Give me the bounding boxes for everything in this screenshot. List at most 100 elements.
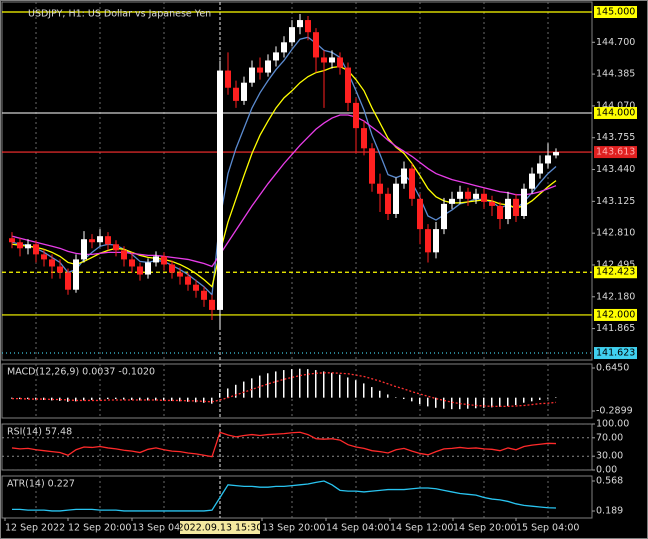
macd-bar: [403, 397, 405, 400]
candle-body: [25, 244, 31, 249]
macd-bar: [267, 373, 269, 398]
macd-bar: [91, 397, 93, 400]
candle-body: [49, 259, 55, 267]
macd-bar: [179, 397, 181, 402]
candle-body: [113, 244, 119, 251]
candle-body: [281, 42, 287, 53]
level-label-box: [594, 5, 637, 18]
macd-bar: [107, 397, 109, 400]
macd-bar: [75, 397, 77, 402]
macd-bar: [251, 378, 253, 398]
level-label: 141.623: [596, 348, 635, 359]
candle-body: [265, 60, 271, 73]
y-tick-label: 142.180: [596, 291, 635, 302]
candle-body: [201, 290, 207, 300]
candle-body: [353, 102, 359, 129]
moving-average-line: [11, 65, 557, 288]
candle-body: [497, 205, 503, 220]
level-label: 143.613: [596, 147, 635, 158]
candle-body: [521, 188, 527, 216]
macd-bar: [387, 394, 389, 398]
y-tick-label: 30.00: [596, 451, 623, 462]
crosshair-label: 2022.09.13 15:30: [178, 523, 263, 534]
chart-title: USDJPY, H1: US Dollar vs Japanese Yen: [28, 9, 211, 20]
plot-area: [2, 424, 592, 470]
level-label: 142.000: [596, 309, 635, 320]
y-tick-label: 0.189: [596, 506, 623, 517]
x-tick-label: 12 Sep 20:00: [68, 523, 131, 534]
macd-bar: [395, 397, 397, 398]
macd-bar: [555, 397, 557, 398]
y-tick-label: 100.00: [596, 419, 629, 430]
y-tick-label: 142.810: [596, 228, 635, 239]
macd-bar: [539, 397, 541, 400]
candle-body: [505, 198, 511, 220]
macd-bar: [523, 397, 525, 403]
macd-bar: [531, 397, 533, 402]
candle-body: [337, 57, 343, 68]
candle-body: [105, 236, 111, 245]
macd-bar: [443, 397, 445, 409]
x-tick-label: 14 Sep 12:00: [390, 523, 453, 534]
indicator-title: RSI(14) 57.48: [7, 427, 72, 438]
y-tick-label: 144.385: [596, 69, 635, 80]
candle-body: [385, 193, 391, 214]
candle-body: [465, 191, 471, 199]
candle-body: [17, 242, 23, 249]
y-tick-label: 0.6450: [596, 363, 629, 374]
panel-content: [11, 368, 557, 410]
y-tick-label: 143.755: [596, 132, 635, 143]
macd-bar: [171, 397, 173, 401]
x-tick-label: 14 Sep 04:00: [326, 523, 389, 534]
macd-bar: [547, 397, 549, 399]
panel-content: [12, 480, 557, 512]
candle-body: [217, 70, 223, 310]
indicator-title: ATR(14) 0.227: [7, 479, 75, 490]
macd-bar: [131, 397, 133, 400]
macd-bar: [115, 397, 117, 400]
macd-bar: [475, 397, 477, 409]
macd-bar: [51, 397, 53, 401]
macd-bar: [339, 374, 341, 398]
macd-bar: [195, 397, 197, 403]
candle-body: [225, 70, 231, 88]
macd-bar: [483, 397, 485, 408]
candle-body: [241, 82, 247, 101]
candle-body: [305, 20, 311, 33]
macd-bar: [467, 397, 469, 409]
x-tick-label: 13 Sep 04:00: [132, 523, 195, 534]
candle-body: [273, 52, 279, 61]
candle-body: [449, 198, 455, 204]
macd-bar: [515, 397, 517, 406]
candle-body: [545, 155, 551, 164]
candle-body: [41, 254, 47, 260]
candle-body: [209, 299, 215, 310]
candle-body: [417, 198, 423, 230]
macd-bar: [371, 387, 373, 398]
macd-bar: [491, 397, 493, 408]
macd-bar: [243, 381, 245, 398]
candle-body: [513, 198, 519, 216]
y-tick-label: 142.495: [596, 259, 635, 270]
candle-body: [553, 152, 559, 156]
candle-body: [313, 32, 319, 58]
candle-body: [489, 201, 495, 206]
candle-body: [169, 264, 175, 273]
candle-body: [137, 266, 143, 275]
plot-area: [11, 368, 557, 410]
candle-body: [145, 262, 151, 275]
level-label: 145.000: [596, 6, 635, 17]
macd-bar: [219, 393, 221, 398]
level-label-box: [594, 347, 637, 360]
indicator-line: [12, 480, 557, 512]
candle-body: [425, 229, 431, 253]
candle-body: [129, 259, 135, 267]
indicator-line: [11, 431, 557, 458]
macd-bar: [147, 397, 149, 401]
macd-bar: [451, 397, 453, 410]
macd-bar: [235, 384, 237, 398]
level-label: 144.000: [596, 107, 635, 118]
macd-bar: [307, 369, 309, 398]
candle-body: [33, 244, 39, 255]
